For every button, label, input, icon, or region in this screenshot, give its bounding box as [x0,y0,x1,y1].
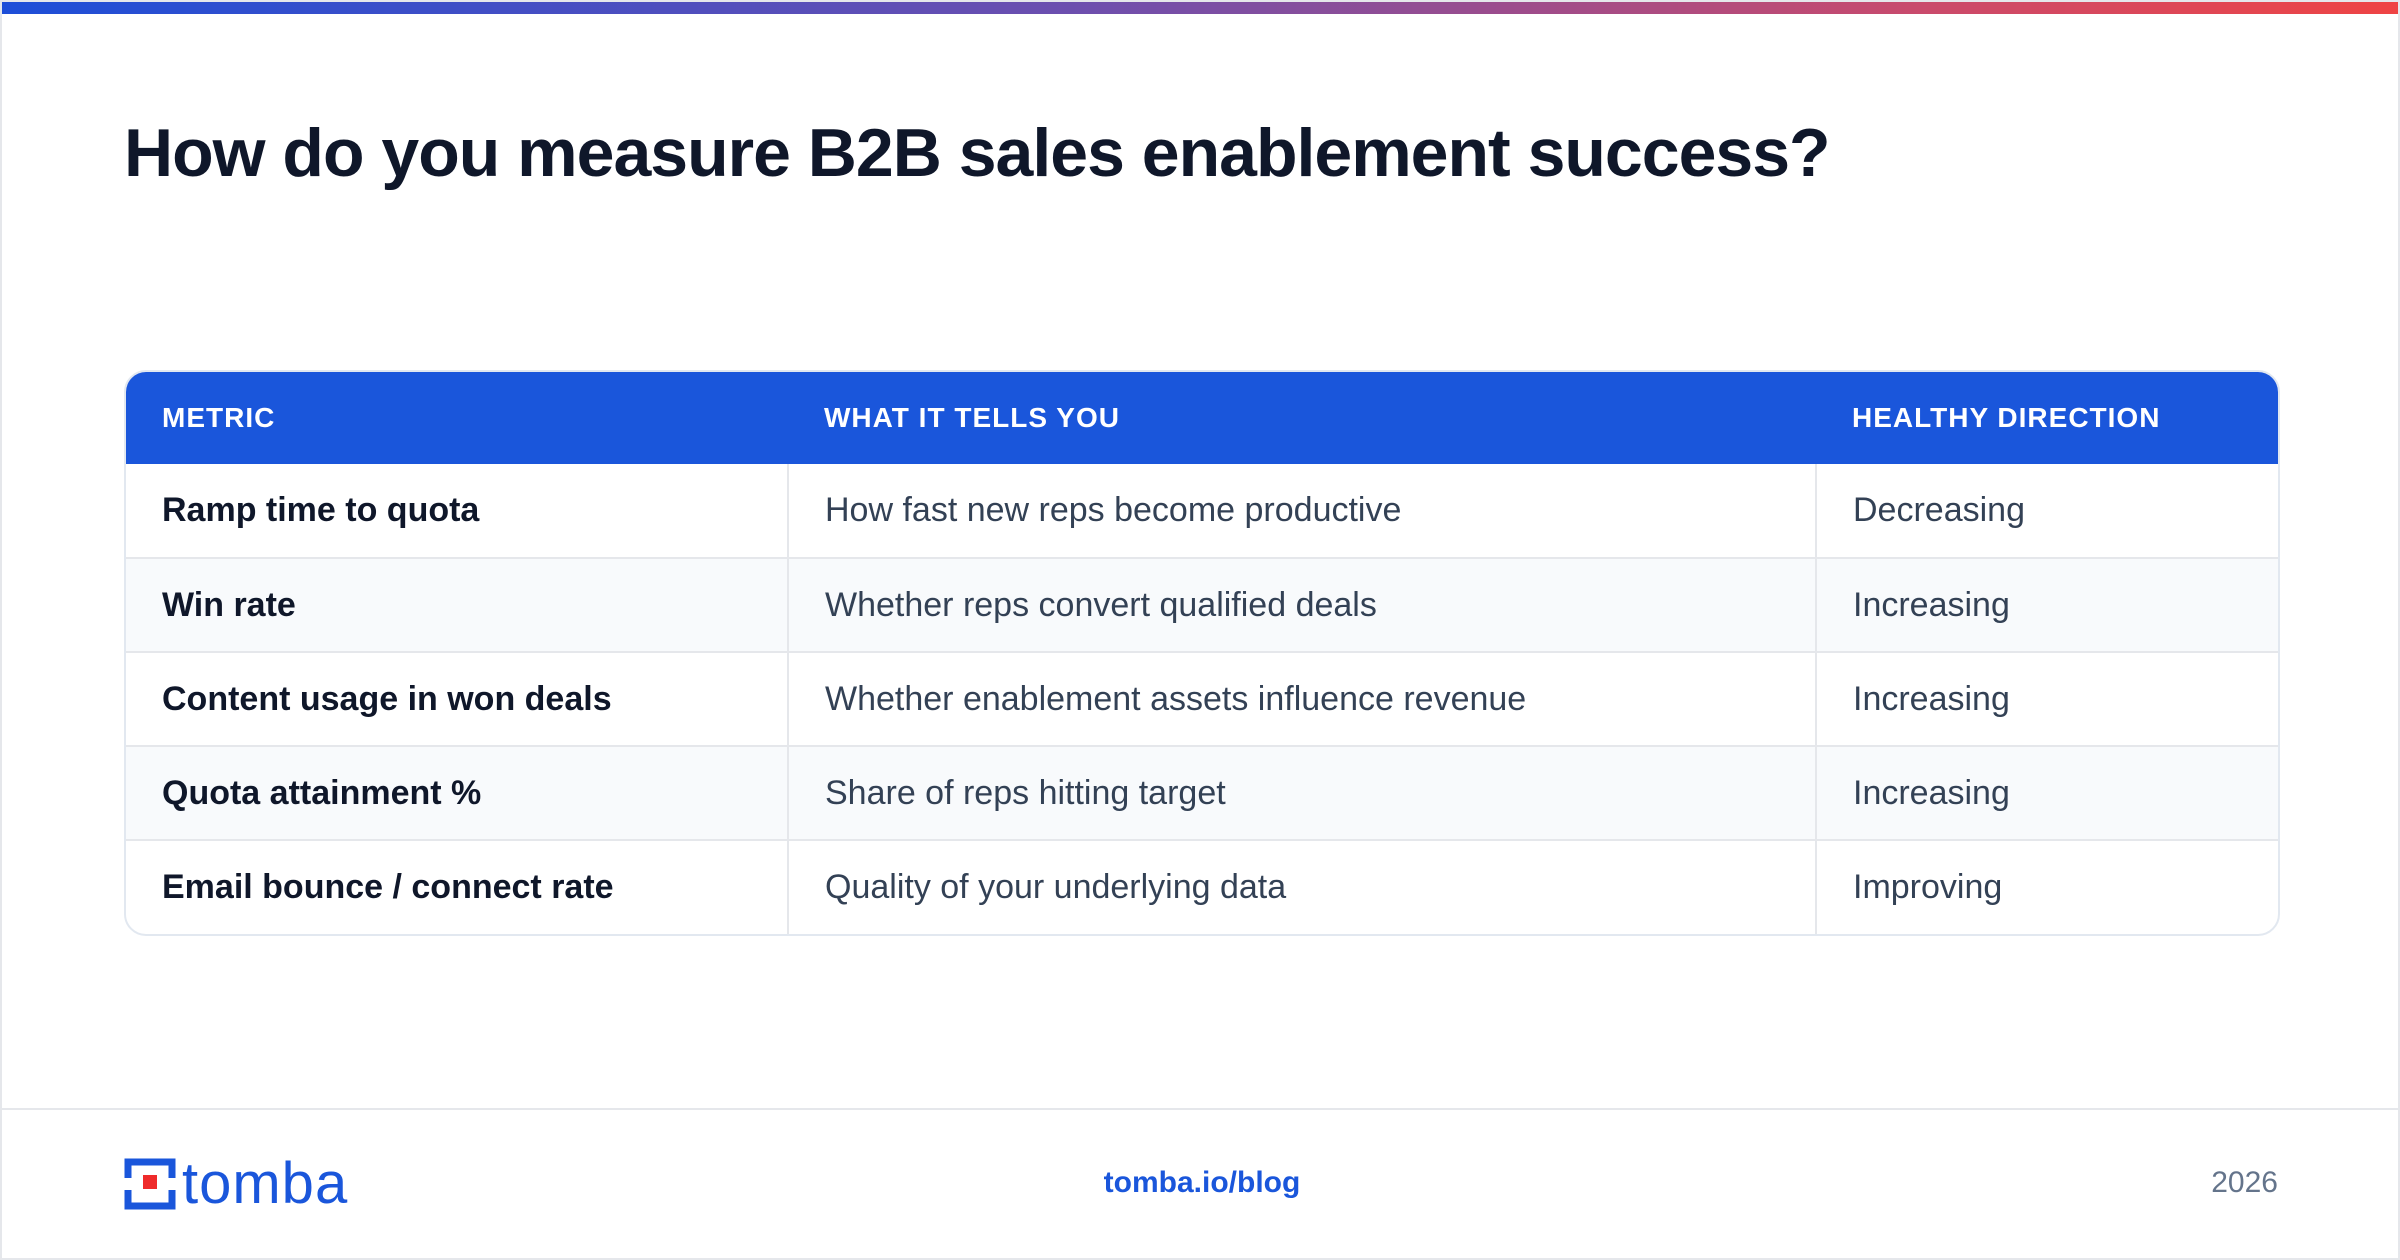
metric-cell: Quota attainment % [126,745,788,840]
header-healthy-direction: HEALTHY DIRECTION [1816,372,2278,464]
direction-cell: Increasing [1815,745,2278,840]
meaning-cell: How fast new reps become productive [787,464,1816,558]
metric-cell: Email bounce / connect rate [126,839,788,934]
table-row: Email bounce / connect rate Quality of y… [126,839,2278,934]
direction-cell: Improving [1815,839,2278,934]
meaning-cell: Whether enablement assets influence reve… [787,651,1816,746]
footer-divider [2,1108,2398,1110]
metrics-table: METRIC WHAT IT TELLS YOU HEALTHY DIRECTI… [124,370,2280,936]
direction-cell: Increasing [1815,651,2278,746]
header-what-it-tells-you: WHAT IT TELLS YOU [788,372,1816,464]
tomba-logo[interactable]: tomba [124,1154,348,1214]
metric-cell: Win rate [126,557,788,652]
gradient-top-bar [2,2,2398,14]
blog-link[interactable]: tomba.io/blog [1103,1166,1301,1199]
table-header-row: METRIC WHAT IT TELLS YOU HEALTHY DIRECTI… [126,372,2278,464]
table-row: Ramp time to quota How fast new reps bec… [126,464,2278,558]
tomba-logo-mark-icon [124,1158,176,1210]
meaning-cell: Quality of your underlying data [787,839,1816,934]
table-row: Quota attainment % Share of reps hitting… [126,745,2278,840]
metric-cell: Content usage in won deals [126,651,788,746]
footer-year: 2026 [2211,1166,2278,1199]
table-row: Win rate Whether reps convert qualified … [126,557,2278,652]
meaning-cell: Share of reps hitting target [787,745,1816,840]
direction-cell: Decreasing [1815,464,2278,558]
metric-cell: Ramp time to quota [162,491,480,529]
meaning-cell: Whether reps convert qualified deals [787,557,1816,652]
header-metric: METRIC [126,372,788,464]
table-row: Content usage in won deals Whether enabl… [126,651,2278,746]
logo-wordmark: tomba [182,1151,349,1216]
direction-cell: Increasing [1815,557,2278,652]
page-title: How do you measure B2B sales enablement … [124,115,1831,191]
